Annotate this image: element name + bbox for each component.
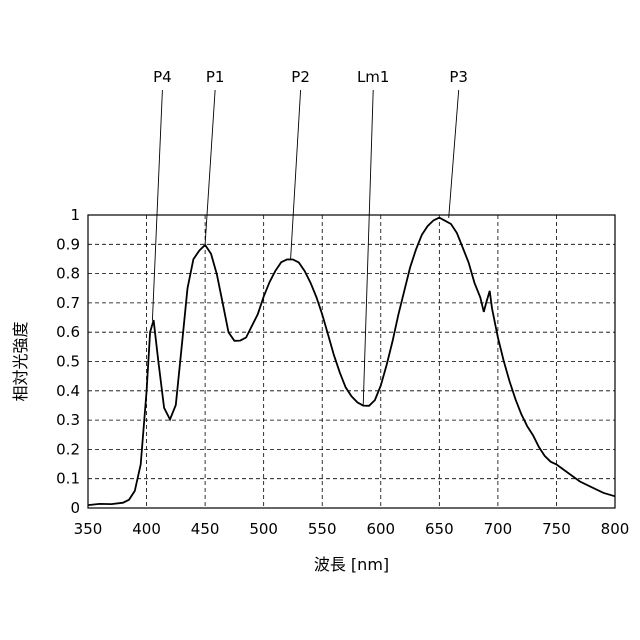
- y-tick-label: 0.3: [56, 411, 80, 429]
- y-tick-label: 0.7: [56, 294, 80, 312]
- x-tick-label: 400: [132, 520, 161, 538]
- annotation-leader-line: [363, 90, 373, 405]
- x-tick-label: 350: [74, 520, 103, 538]
- annotation-leader-line: [205, 90, 215, 244]
- x-tick-labels: 350 400 450 500 550 600 650 700 750 800: [74, 520, 630, 538]
- annotation-leader-line: [449, 90, 459, 218]
- x-tick-label: 800: [601, 520, 630, 538]
- x-tick-label: 600: [366, 520, 395, 538]
- x-tick-label: 450: [191, 520, 220, 538]
- x-axis-title: 波長 [nm]: [314, 555, 389, 574]
- y-tick-labels: 0 0.1 0.2 0.3 0.4 0.5 0.6 0.7 0.8 0.9 1: [56, 206, 80, 517]
- x-tick-label: 650: [425, 520, 454, 538]
- annotation-label: P3: [449, 68, 468, 86]
- y-tick-label: 0.4: [56, 382, 80, 400]
- annotation-label: Lm1: [357, 68, 390, 86]
- y-tick-label: 0.1: [56, 470, 80, 488]
- x-tick-label: 700: [484, 520, 513, 538]
- annotation-label: P1: [206, 68, 225, 86]
- x-tick-label: 550: [308, 520, 337, 538]
- y-tick-label: 0.5: [56, 353, 80, 371]
- annotation-label: P2: [291, 68, 310, 86]
- y-tick-label: 0.9: [56, 235, 80, 253]
- y-tick-label: 0.6: [56, 323, 80, 341]
- x-tick-label: 750: [542, 520, 571, 538]
- y-axis-title: 相対光強度: [11, 321, 30, 401]
- grid-lines: [88, 215, 615, 508]
- annotation-leader-line: [291, 90, 301, 259]
- y-tick-label: 0: [70, 499, 80, 517]
- y-tick-label: 0.8: [56, 265, 80, 283]
- y-tick-label: 1: [70, 206, 80, 224]
- y-tick-label: 0.2: [56, 440, 80, 458]
- x-tick-label: 500: [249, 520, 278, 538]
- annotation-label: P4: [153, 68, 172, 86]
- annotation-leader-line: [152, 90, 162, 320]
